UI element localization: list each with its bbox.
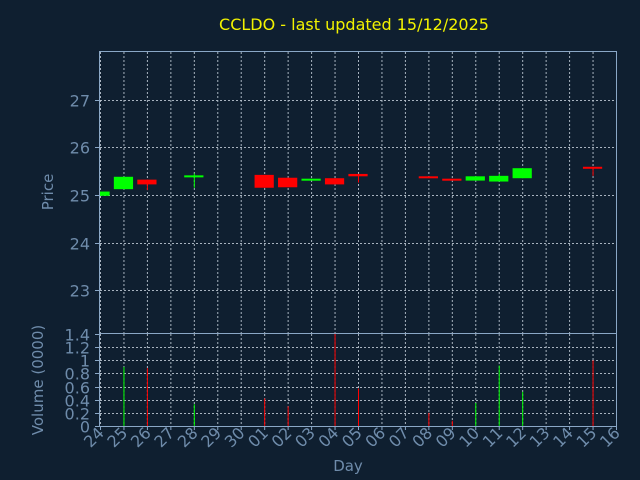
candle-body xyxy=(184,175,204,178)
price-grid xyxy=(100,52,617,333)
candle-26 xyxy=(137,179,157,191)
chart-title: CCLDO - last updated 15/12/2025 xyxy=(219,15,489,34)
candle-11 xyxy=(489,173,509,182)
x-tick-label: 16 xyxy=(596,423,624,451)
candle-body xyxy=(113,176,134,190)
candle-25 xyxy=(113,176,134,190)
candle-body xyxy=(324,178,345,185)
volume-y-tick-label: 1.2 xyxy=(65,339,90,358)
candle-body xyxy=(137,179,157,185)
candle-09 xyxy=(442,178,462,181)
x-axis-ticks: 2425262728293001020304050607080910111213… xyxy=(80,423,624,451)
candle-body xyxy=(100,191,110,196)
price-panel: 23 24 25 26 27 Price xyxy=(39,51,617,334)
price-y-tick-label: 26 xyxy=(70,139,90,158)
candle-body xyxy=(301,178,321,181)
candle-body xyxy=(512,168,532,179)
candle-12 xyxy=(512,168,532,179)
volume-y-tick-label: 0 xyxy=(80,418,90,437)
candle-body xyxy=(582,166,603,169)
volume-y-tick-label: 0.8 xyxy=(65,365,90,384)
volume-y-tick-label: 0.6 xyxy=(65,379,90,398)
candle-body xyxy=(418,176,438,179)
volume-y-tick-label: 0.4 xyxy=(65,392,90,411)
candle-01 xyxy=(254,174,274,188)
candle-10 xyxy=(465,176,485,181)
price-y-axis-label: Price xyxy=(39,174,57,211)
volume-y-axis-label: Volume (0000) xyxy=(29,325,47,435)
volume-y-tick-label: 1 xyxy=(80,352,90,371)
candle-body xyxy=(489,175,509,182)
candle-28 xyxy=(184,173,204,188)
price-candles xyxy=(100,166,603,196)
candle-08 xyxy=(418,176,438,179)
candle-03 xyxy=(301,178,321,181)
candle-body xyxy=(254,174,274,188)
volume-bars xyxy=(123,334,594,426)
price-y-tick-label: 27 xyxy=(70,92,90,111)
candle-24 xyxy=(100,191,110,196)
candle-body xyxy=(465,176,485,181)
price-y-tick-label: 23 xyxy=(70,282,90,301)
volume-y-tick-label: 1.4 xyxy=(65,326,90,345)
volume-panel: 00.20.40.60.811.21.4 Volume (0000) xyxy=(29,325,617,437)
x-axis-label: Day xyxy=(333,457,363,475)
candle-04 xyxy=(324,178,345,185)
candle-05 xyxy=(348,173,368,183)
price-y-ticks: 23 24 25 26 27 xyxy=(70,92,100,301)
candle-02 xyxy=(278,177,298,188)
candle-body xyxy=(442,178,462,181)
price-y-tick-label: 24 xyxy=(70,235,90,254)
volume-y-tick-label: 0.2 xyxy=(65,405,90,424)
price-y-tick-label: 25 xyxy=(70,187,90,206)
candle-body xyxy=(278,177,298,188)
volume-y-ticks: 00.20.40.60.811.21.4 xyxy=(65,326,100,437)
candle-15 xyxy=(582,166,603,176)
candle-body xyxy=(348,173,368,177)
